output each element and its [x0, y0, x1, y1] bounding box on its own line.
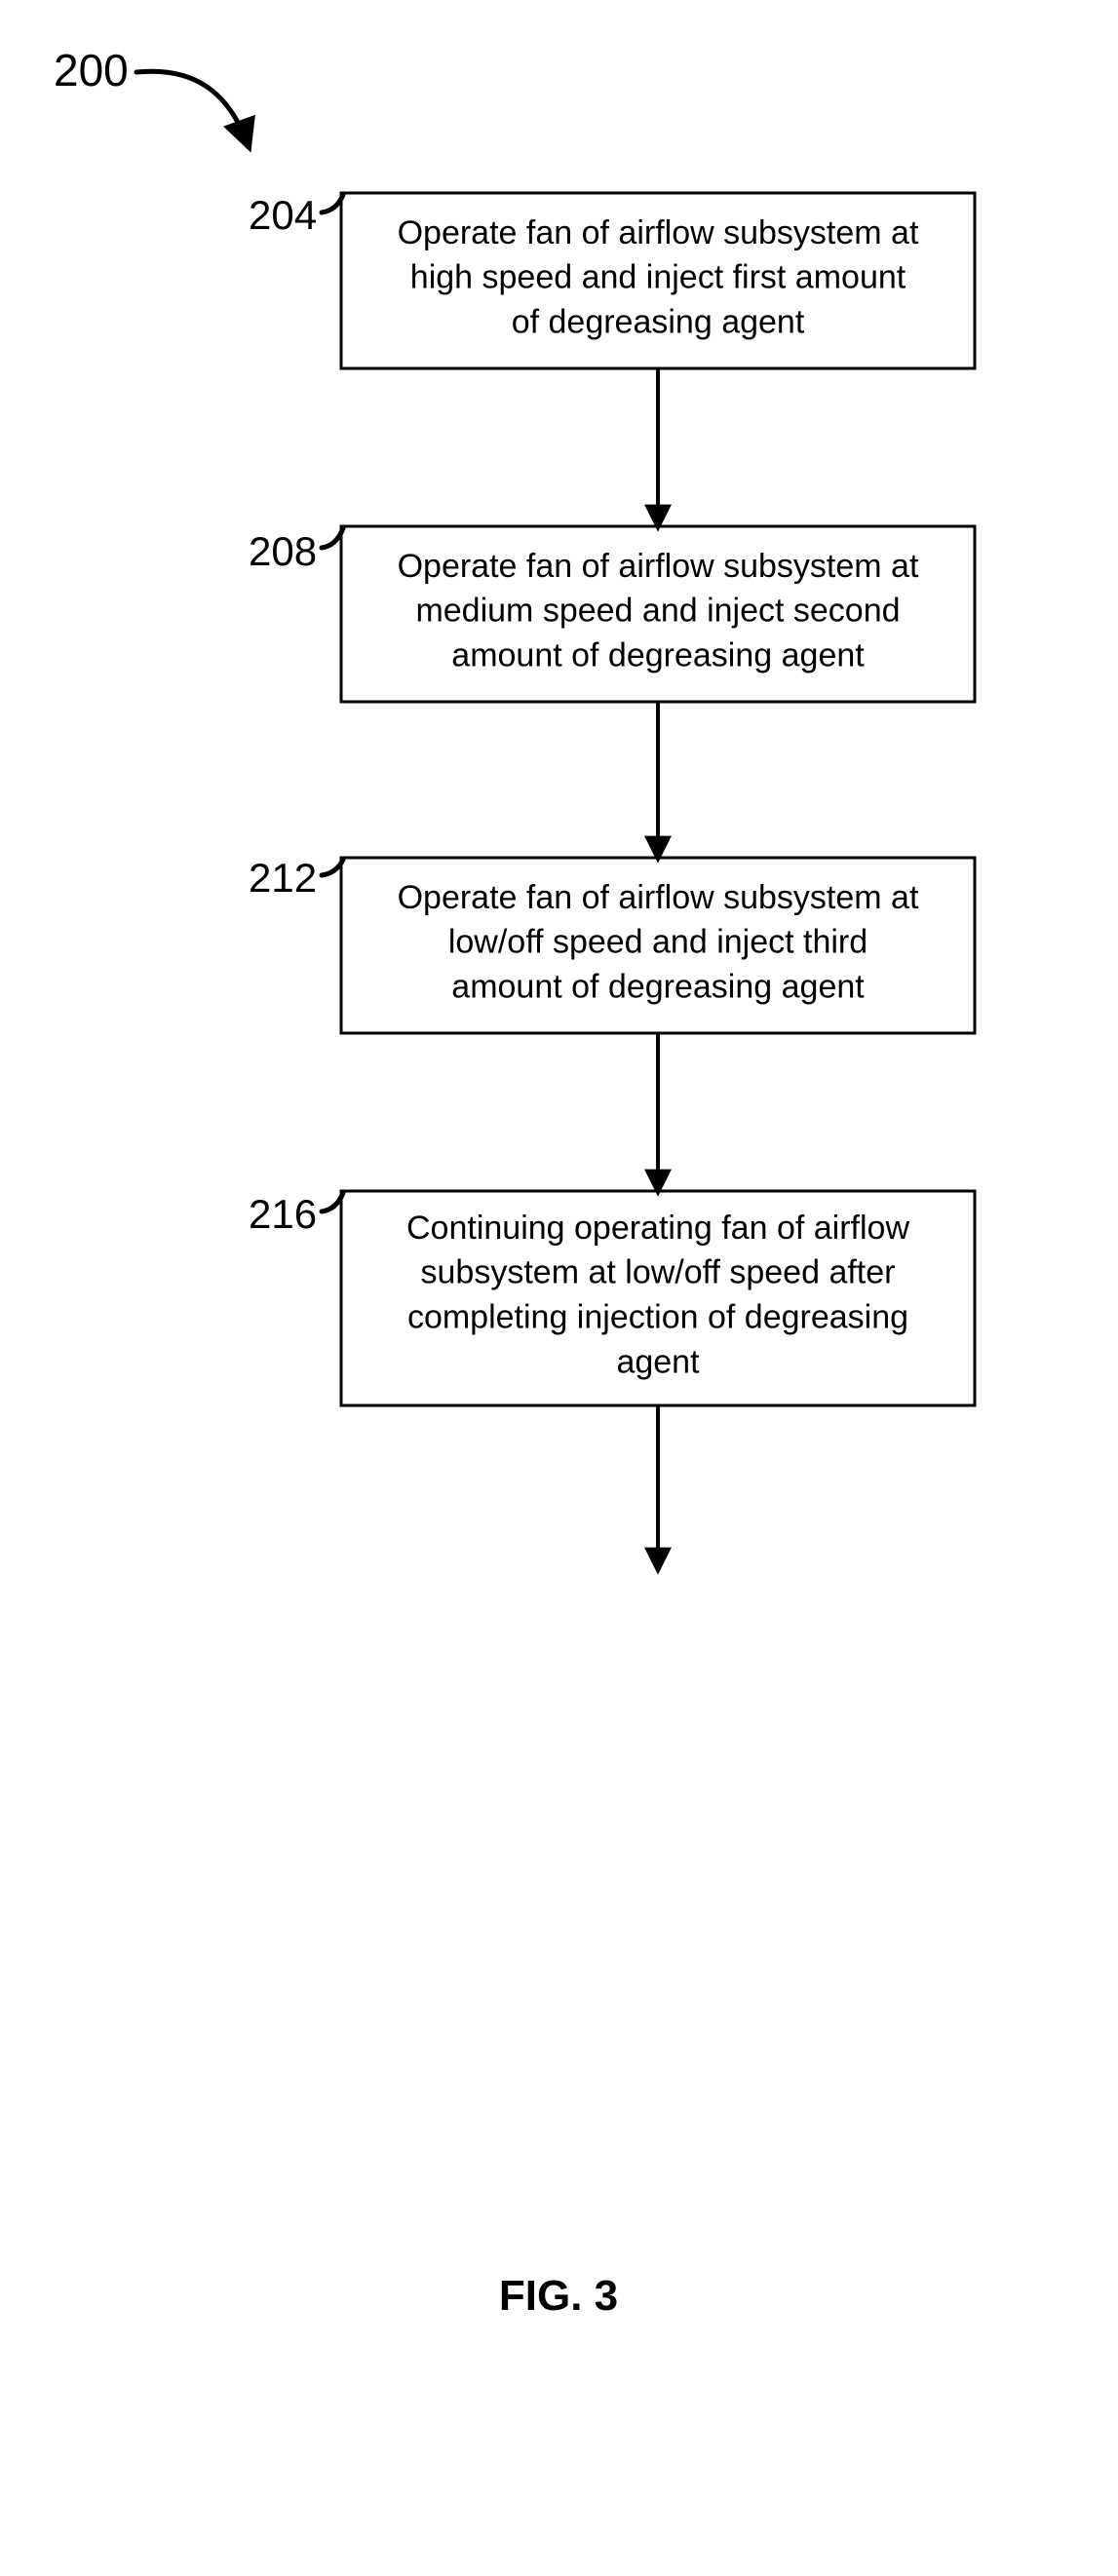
step-text-line: completing injection of degreasing [407, 1299, 908, 1336]
diagram-ref-label: 200 [54, 45, 129, 96]
diagram-ref-arrow [136, 71, 249, 146]
step-text-line: amount of degreasing agent [451, 969, 865, 1006]
flow-step-204: Operate fan of airflow subsystem at high … [249, 192, 975, 368]
step-text-line: Continuing operating fan of airflow [406, 1210, 909, 1247]
step-text-line: medium speed and inject second [415, 593, 900, 630]
step-ref-label: 216 [249, 1191, 317, 1237]
step-text-line: high speed and inject first amount [410, 259, 906, 296]
flow-step-208: Operate fan of airflow subsystem at mediu… [249, 526, 975, 702]
step-ref-label: 212 [249, 855, 317, 901]
step-text-line: agent [616, 1344, 700, 1381]
flow-step-212: Operate fan of airflow subsystem at low/o… [249, 855, 975, 1033]
step-text-line: amount of degreasing agent [451, 637, 865, 674]
step-ref-label: 204 [249, 192, 317, 238]
flow-step-216: Continuing operating fan of airflow subsy… [249, 1191, 975, 1405]
step-text-line: subsystem at low/off speed after [421, 1254, 896, 1291]
step-text-line: Operate fan of airflow subsystem at [398, 214, 919, 251]
step-text-line: low/off speed and inject third [448, 924, 867, 961]
figure-label: FIG. 3 [499, 2272, 618, 2320]
step-ref-label: 208 [249, 528, 317, 574]
flowchart-svg: Operate fan of airflow subsystem at high … [0, 0, 1118, 2576]
step-text-line: Operate fan of airflow subsystem at [398, 879, 919, 916]
step-text-line: Operate fan of airflow subsystem at [398, 548, 919, 585]
step-text-line: of degreasing agent [512, 304, 805, 341]
